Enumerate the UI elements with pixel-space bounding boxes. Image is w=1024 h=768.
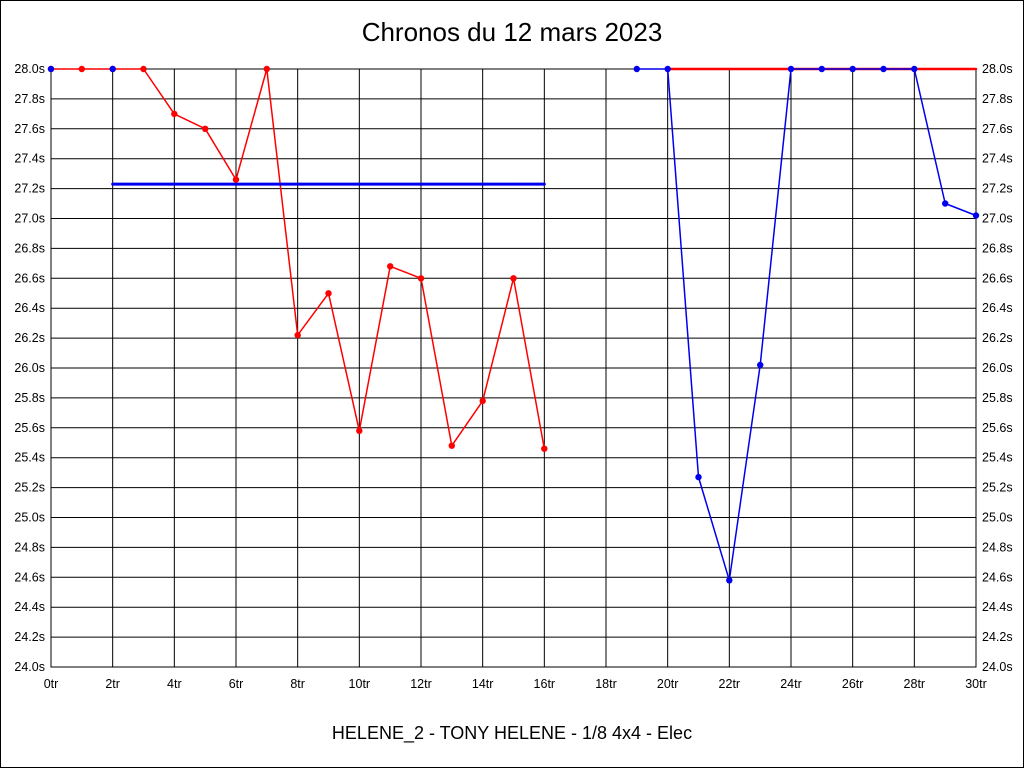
x-tick-label: 4tr xyxy=(167,677,182,691)
blue-run-2-point xyxy=(757,361,764,369)
y-tick-label-right: 27.0s xyxy=(982,212,1013,226)
y-tick-label-right: 27.8s xyxy=(982,92,1013,106)
y-tick-label-right: 25.4s xyxy=(982,451,1013,465)
blue-run-2-point xyxy=(972,212,980,219)
red-run-1-point xyxy=(294,331,301,339)
y-tick-label-right: 26.4s xyxy=(982,301,1013,315)
y-tick-label-right: 24.8s xyxy=(982,540,1013,554)
red-run-1-point xyxy=(232,176,240,183)
y-tick-label-left: 24.4s xyxy=(14,600,45,614)
red-run-1-point xyxy=(356,427,363,434)
y-tick-label-left: 25.4s xyxy=(14,451,45,465)
red-run-1-point xyxy=(510,275,517,282)
x-tick-label: 20tr xyxy=(657,677,679,691)
y-tick-label-right: 24.4s xyxy=(982,600,1013,614)
y-tick-label-left: 27.2s xyxy=(14,182,45,196)
red-run-1-point xyxy=(263,65,270,73)
x-tick-label: 18tr xyxy=(595,677,617,691)
y-tick-label-right: 27.4s xyxy=(982,152,1013,166)
y-tick-label-left: 27.4s xyxy=(14,152,45,166)
x-tick-label: 16tr xyxy=(534,677,556,691)
x-tick-label: 24tr xyxy=(780,677,802,691)
y-tick-label-right: 25.6s xyxy=(982,421,1013,435)
y-tick-label-left: 27.0s xyxy=(14,212,45,226)
blue-run-2-point xyxy=(787,65,795,73)
y-tick-label-left: 26.6s xyxy=(14,271,45,285)
x-tick-label: 12tr xyxy=(410,677,432,691)
y-tick-label-left: 25.2s xyxy=(14,481,45,495)
red-run-1-point xyxy=(479,397,486,405)
x-tick-label: 2tr xyxy=(105,677,120,691)
red-run-1-point xyxy=(541,445,548,452)
x-tick-label: 6tr xyxy=(229,677,244,691)
y-tick-label-right: 26.2s xyxy=(982,331,1013,345)
red-run-1-point xyxy=(78,65,86,73)
blue-run-2-point xyxy=(633,65,640,73)
blue-run-2-point xyxy=(880,65,887,73)
x-tick-label: 0tr xyxy=(44,677,59,691)
y-tick-label-left: 24.2s xyxy=(14,630,45,644)
red-run-1-point xyxy=(202,125,209,132)
chart-title: Chronos du 12 mars 2023 xyxy=(361,17,663,47)
x-tick-label: 14tr xyxy=(472,677,494,691)
y-tick-label-left: 25.8s xyxy=(14,391,45,405)
y-tick-label-right: 24.2s xyxy=(982,630,1013,644)
chart-subtitle: HELENE_2 - TONY HELENE - 1/8 4x4 - Elec xyxy=(331,723,693,743)
y-tick-label-left: 25.0s xyxy=(14,511,45,525)
y-tick-label-left: 27.8s xyxy=(14,92,45,106)
blue-run-2-point xyxy=(726,577,733,584)
y-tick-label-right: 27.2s xyxy=(982,182,1013,196)
x-tick-label: 22tr xyxy=(719,677,741,691)
blue-run-2-point xyxy=(911,65,918,73)
blue-left-markers-point xyxy=(47,65,55,73)
plot-border xyxy=(50,68,977,668)
blue-run-2-point xyxy=(942,200,949,207)
y-tick-label-right: 28.0s xyxy=(982,62,1013,76)
y-tick-label-right: 25.8s xyxy=(982,391,1013,405)
red-run-1-point xyxy=(387,263,394,270)
y-tick-label-right: 26.0s xyxy=(982,361,1013,375)
y-tick-label-right: 26.6s xyxy=(982,271,1013,285)
red-run-1-point xyxy=(417,275,425,282)
blue-run-2-point xyxy=(818,65,825,73)
y-tick-label-left: 26.2s xyxy=(14,331,45,345)
y-tick-label-right: 25.2s xyxy=(982,481,1013,495)
y-tick-label-right: 27.6s xyxy=(982,122,1013,136)
y-tick-label-right: 24.0s xyxy=(982,660,1013,674)
x-tick-label: 28tr xyxy=(904,677,926,691)
x-tick-label: 8tr xyxy=(290,677,305,691)
x-tick-label: 30tr xyxy=(965,677,987,691)
y-tick-label-right: 26.8s xyxy=(982,241,1013,255)
red-run-1-point xyxy=(171,110,178,118)
red-run-1-point xyxy=(325,290,332,297)
red-run-1-point xyxy=(448,442,455,449)
y-tick-label-left: 28.0s xyxy=(14,62,45,76)
y-tick-label-left: 27.6s xyxy=(14,122,45,136)
blue-run-2-point xyxy=(695,473,702,481)
y-tick-label-left: 24.6s xyxy=(14,570,45,584)
x-tick-label: 26tr xyxy=(842,677,864,691)
y-tick-label-left: 24.8s xyxy=(14,540,45,554)
y-tick-label-left: 24.0s xyxy=(14,660,45,674)
blue-left-markers-point xyxy=(109,65,116,73)
blue-run-2-line xyxy=(636,68,977,582)
x-tick-label: 10tr xyxy=(349,677,371,691)
y-tick-label-left: 25.6s xyxy=(14,421,45,435)
y-tick-label-right: 25.0s xyxy=(982,511,1013,525)
y-tick-label-left: 26.0s xyxy=(14,361,45,375)
blue-run-2-point xyxy=(664,65,671,73)
y-tick-label-left: 26.4s xyxy=(14,301,45,315)
y-tick-label-left: 26.8s xyxy=(14,241,45,255)
red-run-1-point xyxy=(140,65,147,73)
blue-run-2-point xyxy=(849,65,856,73)
y-tick-label-right: 24.6s xyxy=(982,570,1013,584)
